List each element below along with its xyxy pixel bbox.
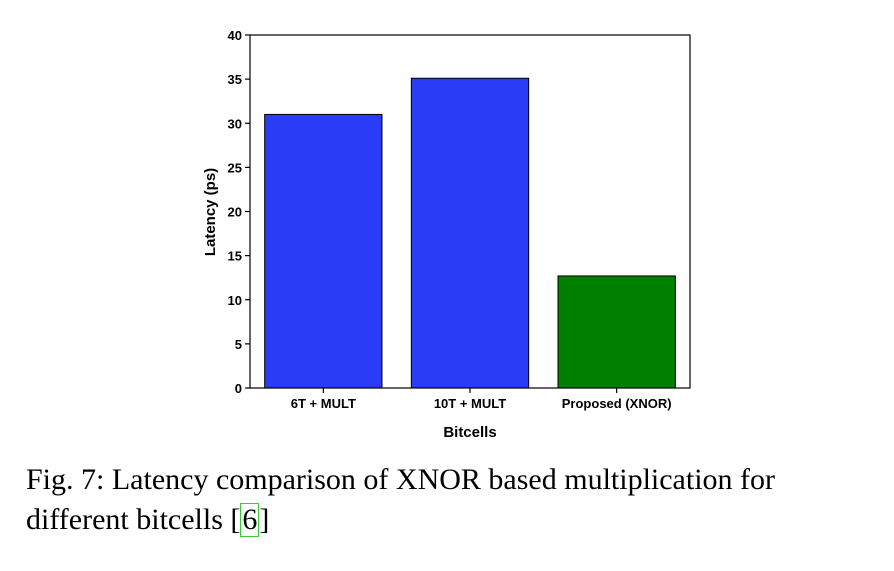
x-axis: 6T + MULT 10T + MULT Proposed (XNOR) [291,388,672,411]
bar-2 [557,275,676,389]
caption-text-end: ] [259,503,270,536]
y-tick-label: 15 [228,249,242,264]
x-category-label: 10T + MULT [434,396,506,411]
caption-text: Fig. 7: Latency comparison of XNOR based… [26,463,776,536]
y-tick-label: 25 [228,160,242,175]
y-axis-title: Latency (ps) [202,168,219,256]
y-tick-label: 5 [235,337,242,352]
y-tick-label: 40 [228,28,242,43]
bar-0 [264,113,383,389]
x-axis-title: Bitcells [443,424,496,441]
x-category-label: Proposed (XNOR) [562,396,672,411]
bars-layer [264,77,676,389]
y-axis: 0 5 10 15 20 25 30 35 40 [228,28,250,396]
bar-1 [410,77,530,389]
citation-link[interactable]: 6 [240,503,260,537]
x-category-label: 6T + MULT [291,396,356,411]
y-tick-label: 10 [228,293,242,308]
bar-chart: 0 5 10 15 20 25 30 35 40 6T + MULT 10T + MULT Prop… [202,28,691,441]
y-tick-label: 20 [228,205,242,220]
y-tick-label: 0 [235,381,242,396]
figure-caption: Fig. 7: Latency comparison of XNOR based… [26,460,876,540]
chart-canvas: 0 5 10 15 20 25 30 35 40 6T + MULT 10T + MULT Prop… [202,28,691,441]
y-tick-label: 35 [228,72,242,87]
y-tick-label: 30 [228,116,242,131]
